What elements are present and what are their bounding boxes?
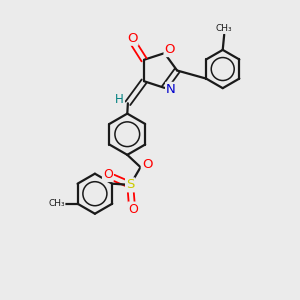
Text: CH₃: CH₃ xyxy=(48,199,65,208)
Text: N: N xyxy=(166,83,176,96)
Text: O: O xyxy=(164,43,175,56)
Text: O: O xyxy=(142,158,152,171)
Text: H: H xyxy=(115,93,124,106)
Text: CH₃: CH₃ xyxy=(216,24,232,33)
Text: S: S xyxy=(126,178,134,191)
Text: O: O xyxy=(128,202,138,215)
Text: O: O xyxy=(103,168,113,181)
Text: O: O xyxy=(127,32,137,45)
